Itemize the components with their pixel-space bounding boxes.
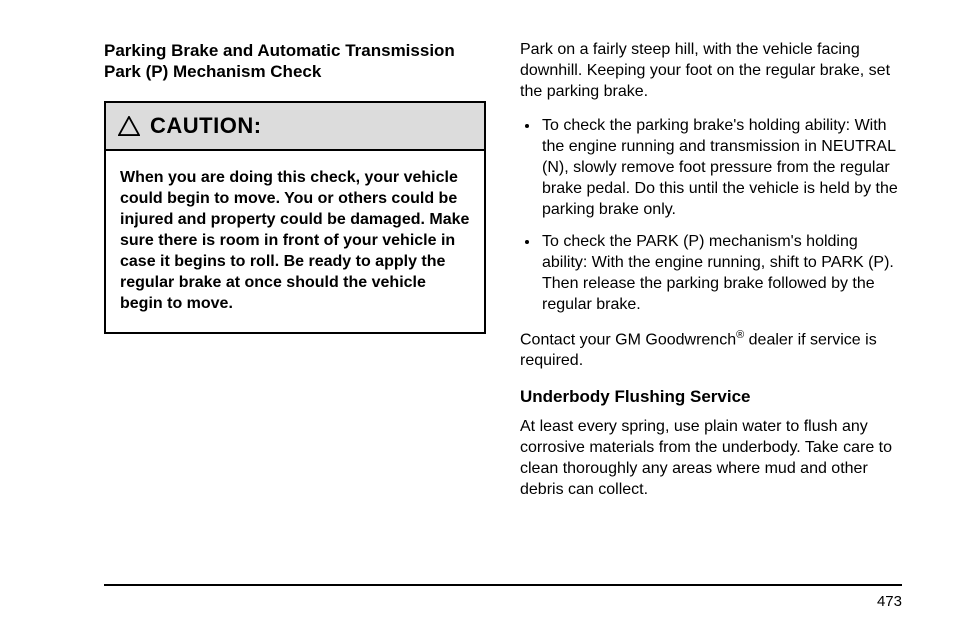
underbody-paragraph: At least every spring, use plain water t…	[520, 417, 902, 500]
dealer-contact-paragraph: Contact your GM Goodwrench® dealer if se…	[520, 328, 902, 372]
caution-title-text: CAUTION:	[150, 113, 262, 139]
two-column-layout: Parking Brake and Automatic Transmission…	[104, 40, 902, 501]
caution-box: CAUTION: When you are doing this check, …	[104, 101, 486, 335]
right-column: Park on a fairly steep hill, with the ve…	[520, 40, 902, 501]
caution-title-bar: CAUTION:	[106, 103, 484, 151]
caution-body: When you are doing this check, your vehi…	[106, 151, 484, 333]
list-item: To check the PARK (P) mechanism's holdin…	[540, 232, 902, 315]
left-column: Parking Brake and Automatic Transmission…	[104, 40, 486, 501]
subsection-heading: Underbody Flushing Service	[520, 387, 902, 407]
check-steps-list: To check the parking brake's holding abi…	[520, 116, 902, 315]
list-item: To check the parking brake's holding abi…	[540, 116, 902, 220]
intro-paragraph: Park on a fairly steep hill, with the ve…	[520, 40, 902, 102]
page-number: 473	[877, 593, 902, 610]
section-heading: Parking Brake and Automatic Transmission…	[104, 40, 486, 83]
footer-rule	[104, 584, 902, 586]
caution-body-text: When you are doing this check, your vehi…	[120, 167, 470, 315]
contact-prefix: Contact your GM Goodwrench	[520, 331, 736, 348]
manual-page: Parking Brake and Automatic Transmission…	[0, 0, 954, 636]
registered-symbol: ®	[736, 329, 744, 341]
warning-triangle-icon	[118, 116, 140, 136]
